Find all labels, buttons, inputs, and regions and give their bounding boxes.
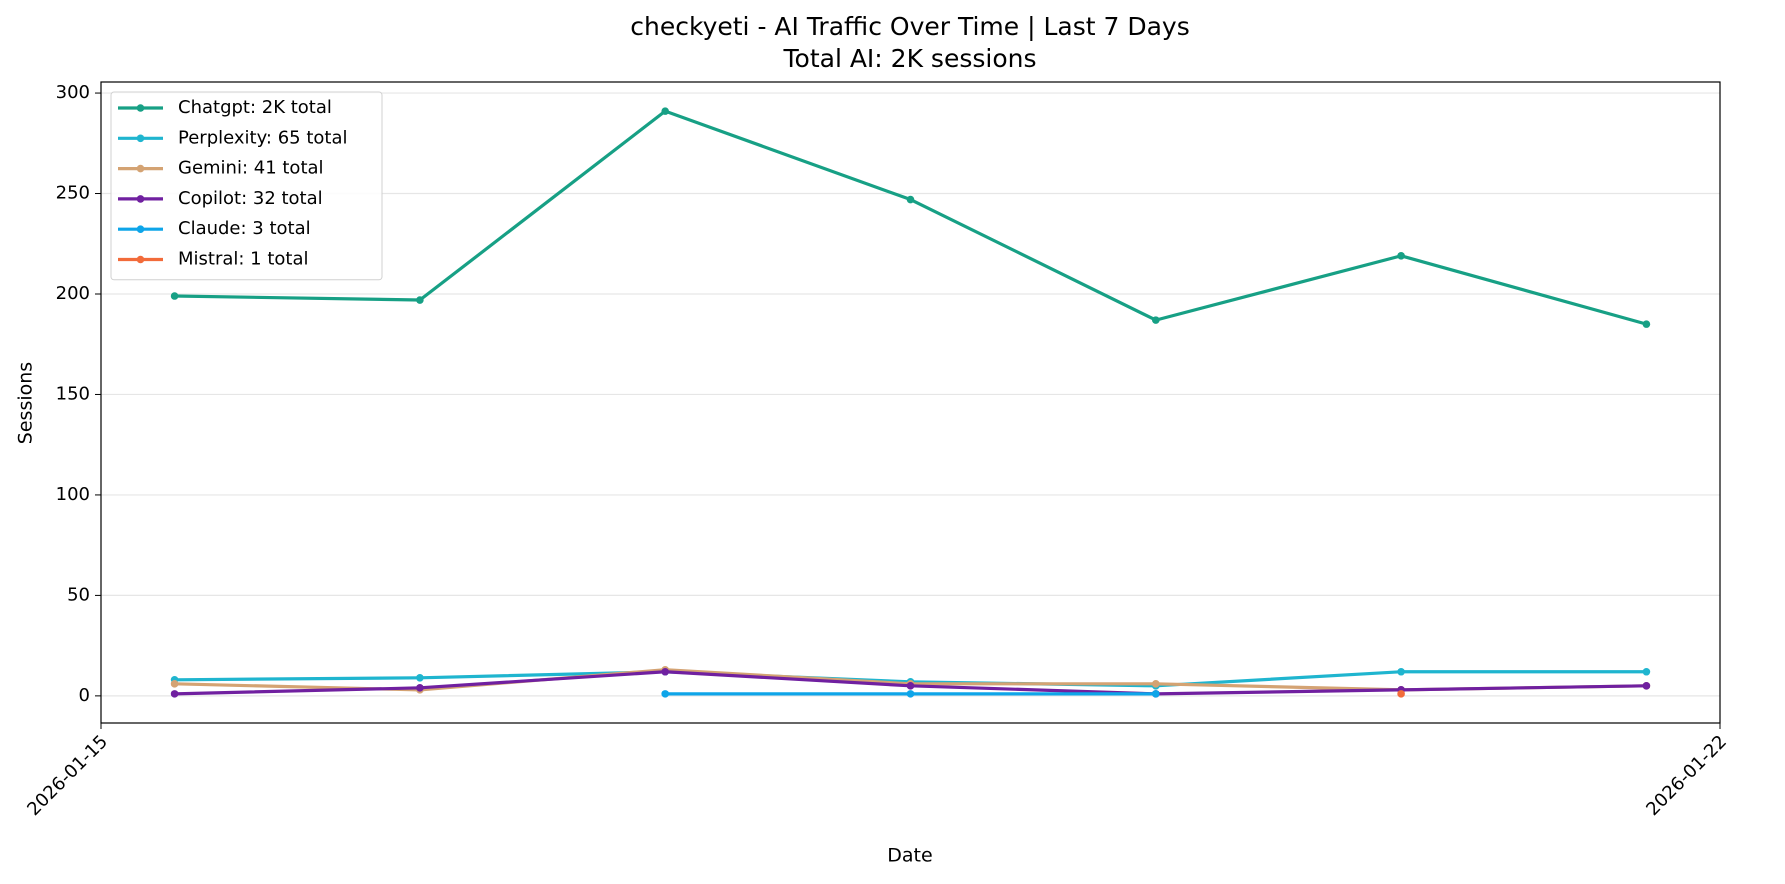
legend-marker: [136, 255, 145, 264]
y-tick-label: 150: [56, 383, 90, 404]
x-axis-label: Date: [887, 845, 932, 867]
legend-box: [110, 91, 383, 281]
point-marker: [170, 292, 179, 300]
point-marker: [661, 667, 669, 676]
point-marker: [906, 682, 915, 690]
point-marker: [416, 684, 424, 692]
legend: Chatgpt: 2K total Perplexity: 65 total Gem…: [110, 91, 383, 281]
point-marker: [1397, 690, 1405, 698]
point-marker: [661, 690, 669, 698]
legend-marker: [136, 164, 145, 173]
legend-marker: [136, 195, 145, 203]
point-marker: [1642, 320, 1651, 328]
plot-frame: [100, 81, 1721, 724]
point-marker: [170, 680, 179, 688]
point-marker: [1152, 690, 1160, 698]
legend-marker: [136, 225, 145, 233]
legend-label: Gemini: 41 total: [178, 158, 324, 179]
y-tick-label: 100: [56, 484, 90, 505]
legend-label: Perplexity: 65 total: [178, 127, 348, 148]
y-tick-label: 250: [56, 183, 90, 204]
chart-title: checkyeti - AI Traffic Over Time | Last …: [630, 12, 1189, 41]
y-tick-label: 200: [56, 283, 90, 304]
point-marker: [416, 673, 424, 682]
point-marker: [1152, 680, 1160, 688]
y-axis-label: Sessions: [15, 362, 37, 444]
point-marker: [661, 107, 669, 115]
point-marker: [416, 296, 424, 304]
point-marker: [1152, 316, 1160, 324]
x-tick-label: 2026-01-22: [1642, 731, 1731, 820]
legend-label: Copilot: 32 total: [178, 188, 323, 209]
legend-label: Claude: 3 total: [178, 218, 311, 239]
y-tick-label: 0: [79, 685, 90, 706]
y-tick-label: 50: [67, 584, 90, 605]
point-marker: [170, 690, 179, 698]
x-tick-label: 2026-01-15: [23, 731, 112, 820]
point-marker: [1397, 667, 1405, 676]
legend-marker: [136, 104, 145, 112]
legend-marker: [136, 134, 145, 143]
legend-label: Chatgpt: 2K total: [178, 97, 332, 118]
chart-subtitle: Total AI: 2K sessions: [783, 44, 1037, 73]
point-marker: [1642, 667, 1651, 676]
point-marker: [906, 690, 915, 698]
series-line: [174, 109, 1647, 326]
point-marker: [1397, 252, 1405, 260]
point-marker: [906, 195, 915, 204]
y-tick-label: 300: [56, 82, 90, 103]
point-marker: [1642, 682, 1651, 690]
legend-label: Mistral: 1 total: [178, 249, 309, 270]
